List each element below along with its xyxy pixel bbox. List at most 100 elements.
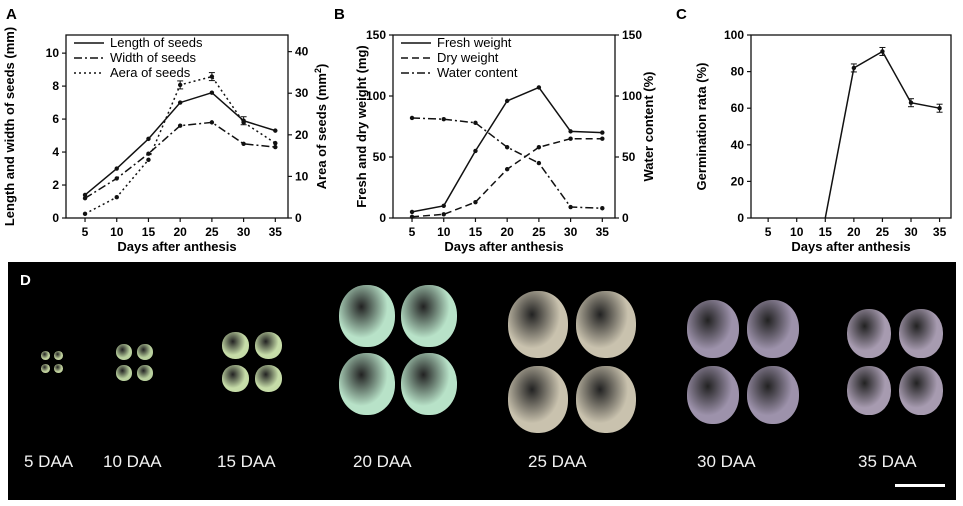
chart-b: 5 10 15 20 25 30 35 0 50 100 150 0 50 100 150 Days afte… xyxy=(354,28,656,254)
panel-label-a: A xyxy=(6,6,17,23)
data-point xyxy=(568,129,573,134)
y2-tick-label: 30 xyxy=(295,86,309,100)
seed-7-3 xyxy=(847,365,891,416)
series-line-1 xyxy=(411,137,603,218)
x-tick-label: 15 xyxy=(142,225,156,239)
x-tick-label: 10 xyxy=(110,225,124,239)
x-tick-label: 35 xyxy=(933,225,947,239)
y2-tick-label: 40 xyxy=(295,45,309,59)
y2-axis-label: Area of seeds (mm2) xyxy=(313,64,329,190)
y2-tick-label: 20 xyxy=(295,128,309,142)
y-axis-label: Fresh and dry weight (mg) xyxy=(354,45,369,208)
data-point xyxy=(209,120,215,125)
seed-3-3 xyxy=(222,365,249,392)
x-tick-label: 5 xyxy=(409,225,416,239)
legend-entry-1: Width of seeds xyxy=(110,50,196,65)
seed-5-2 xyxy=(576,291,636,359)
data-point xyxy=(209,90,215,95)
data-point xyxy=(146,151,151,156)
x-tick-label: 10 xyxy=(437,225,451,239)
y2-tick-label: 0 xyxy=(295,211,302,225)
data-point xyxy=(409,214,415,219)
data-point xyxy=(473,120,478,126)
y2-tick-label: 10 xyxy=(295,169,309,183)
data-point xyxy=(473,199,478,205)
y-tick-label: 0 xyxy=(52,211,59,225)
seed-6-1 xyxy=(687,299,739,359)
seed-1-2 xyxy=(54,351,63,360)
legend-entry-1: Dry weight xyxy=(437,50,499,65)
data-point xyxy=(441,212,446,217)
y2-tick-label: 150 xyxy=(622,28,642,42)
stage-label-2: 10 DAA xyxy=(103,452,162,471)
x-tick-label: 20 xyxy=(847,225,861,239)
x-tick-label: 25 xyxy=(205,225,219,239)
plot-frame xyxy=(750,34,952,219)
x-axis-label: Days after anthesis xyxy=(117,239,236,254)
y-axis-label: Germination rata (%) xyxy=(694,63,709,191)
data-point xyxy=(600,130,605,135)
seed-6-3 xyxy=(687,365,739,425)
seed-4-1 xyxy=(339,284,395,348)
y-tick-label: 150 xyxy=(366,28,386,42)
seed-1-3 xyxy=(41,364,50,373)
y-tick-label: 2 xyxy=(52,178,59,192)
stage-label-4: 20 DAA xyxy=(353,452,412,471)
series-line-2 xyxy=(84,75,276,215)
panel-label-d: D xyxy=(20,272,31,289)
data-point xyxy=(177,123,183,128)
seed-5-3 xyxy=(508,365,568,433)
y2-axis-label: Water content (%) xyxy=(641,71,656,181)
seed-photo-panel: D 5 DAA 10 DAA 15 DAA 20 DAA 25 DAA 30 DAA 35 … xyxy=(8,262,956,500)
y-tick-label: 0 xyxy=(737,211,744,225)
data-point xyxy=(273,140,278,146)
data-point xyxy=(536,85,542,90)
data-point xyxy=(241,120,246,125)
plot-frame xyxy=(392,34,616,219)
y-tick-label: 6 xyxy=(52,112,59,126)
data-point xyxy=(82,192,88,198)
data-point xyxy=(114,176,119,181)
data-point xyxy=(82,211,88,217)
data-point xyxy=(177,100,183,105)
seed-3-4 xyxy=(255,365,282,392)
y-tick-label: 0 xyxy=(379,211,386,225)
data-point xyxy=(82,196,88,201)
charts-area: A B C 5 10 15 20 25 30 350246810010203040Days … xyxy=(2,6,952,254)
y2-tick-label: 50 xyxy=(622,150,636,164)
seed-7-2 xyxy=(899,308,943,359)
stage-label-5: 25 DAA xyxy=(528,452,587,471)
seed-6-4 xyxy=(747,365,799,425)
series-line-1 xyxy=(84,121,276,199)
y-tick-label: 80 xyxy=(731,65,745,79)
stage-label-1: 5 DAA xyxy=(24,452,74,471)
seed-2-2 xyxy=(136,343,153,360)
seed-1-1 xyxy=(41,351,50,360)
data-point xyxy=(504,145,510,150)
x-axis-label: Days after anthesis xyxy=(444,239,563,254)
x-axis-label: Days after anthesis xyxy=(791,239,910,254)
seed-7-4 xyxy=(899,365,943,416)
data-point xyxy=(504,98,510,104)
data-point xyxy=(536,145,542,150)
x-tick-label: 5 xyxy=(765,225,772,239)
data-point xyxy=(600,206,605,211)
data-point xyxy=(409,115,415,121)
x-tick-label: 20 xyxy=(500,225,514,239)
y-tick-label: 100 xyxy=(724,28,744,42)
chart-c: 5 10 15 20 25 30 35 0 20 40 60 80 100 Days after anth… xyxy=(694,28,952,254)
seed-4-4 xyxy=(401,352,457,416)
seed-3-2 xyxy=(255,332,282,359)
seed-4-3 xyxy=(339,352,395,416)
data-point xyxy=(441,116,446,122)
data-point xyxy=(473,148,478,154)
x-tick-label: 25 xyxy=(532,225,546,239)
y-tick-label: 8 xyxy=(52,79,59,93)
data-point xyxy=(536,160,542,166)
y2-axis-label-sup: 2 xyxy=(313,68,323,73)
x-tick-label: 20 xyxy=(173,225,187,239)
y-axis-label: Length and width of seeds (mm) xyxy=(2,27,17,226)
x-tick-label: 5 xyxy=(82,225,89,239)
panel-label-c: C xyxy=(676,6,687,23)
x-tick-label: 35 xyxy=(269,225,283,239)
